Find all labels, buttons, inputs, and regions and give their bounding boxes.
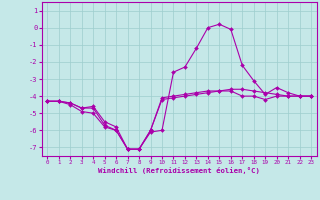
X-axis label: Windchill (Refroidissement éolien,°C): Windchill (Refroidissement éolien,°C) [98, 167, 260, 174]
